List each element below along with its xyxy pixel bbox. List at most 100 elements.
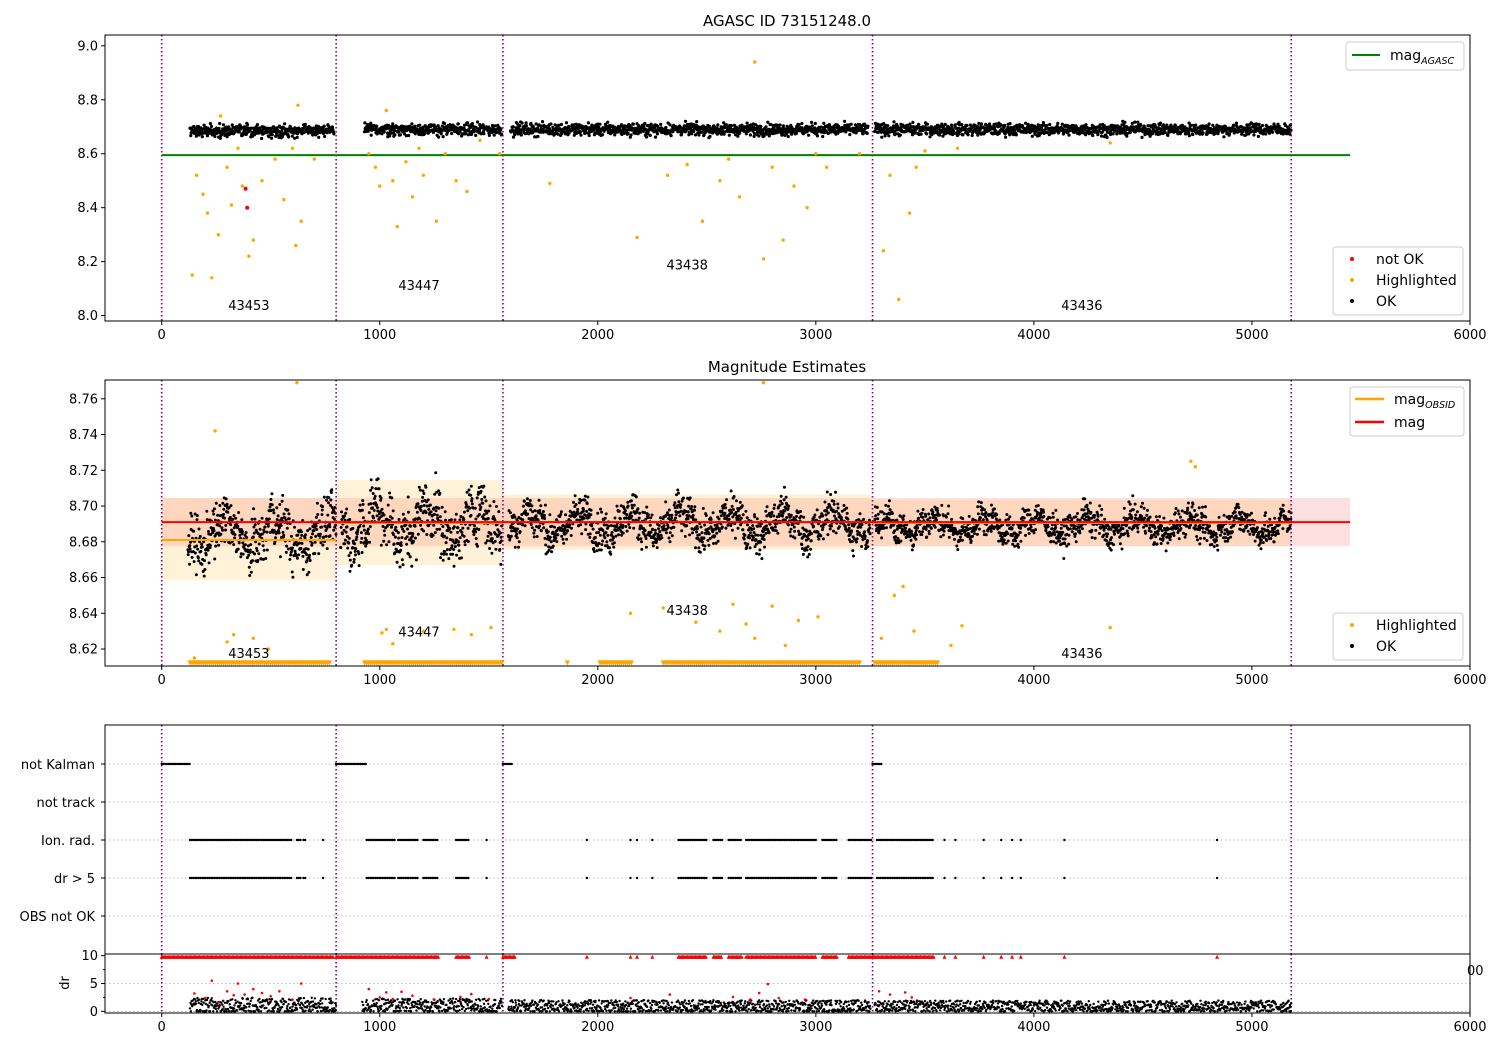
ok-point	[233, 533, 237, 537]
ok-point	[352, 560, 356, 564]
ok-point	[653, 135, 658, 139]
ok-point	[543, 536, 547, 540]
ok-point	[686, 510, 690, 514]
ok-point	[628, 526, 632, 530]
ok-point	[290, 534, 293, 538]
ok-point	[837, 512, 841, 516]
ok-point	[237, 541, 241, 545]
highlighted-point	[792, 184, 796, 188]
ok-point	[772, 514, 776, 518]
ok-point	[757, 134, 761, 138]
ok-point	[667, 508, 671, 512]
ok-point	[190, 514, 194, 518]
ok-point	[498, 531, 502, 535]
ok-point	[553, 123, 557, 127]
highlighted-point	[907, 211, 912, 215]
ok-point	[1008, 122, 1012, 126]
ok-point	[346, 546, 350, 550]
ok-point	[789, 513, 793, 517]
ok-point	[685, 524, 689, 528]
ok-point	[328, 525, 332, 529]
ok-point	[330, 125, 334, 129]
ok-point	[1166, 133, 1170, 137]
ok-point	[437, 506, 441, 510]
ok-point	[297, 541, 301, 545]
ok-point	[552, 127, 556, 131]
ok-point	[461, 526, 465, 530]
ok-point	[649, 530, 653, 534]
ok-point	[212, 529, 216, 533]
ok-point	[541, 510, 545, 513]
ok-point	[457, 540, 461, 544]
ok-point	[1264, 132, 1268, 136]
y-tick-label: 8.6	[77, 147, 98, 162]
ok-point	[584, 522, 588, 526]
ok-point	[957, 132, 961, 136]
ok-point	[265, 530, 269, 534]
ok-point	[677, 500, 681, 504]
ok-point	[470, 132, 474, 136]
ok-point	[1108, 132, 1113, 137]
ok-point	[493, 539, 497, 543]
ok-point	[475, 496, 479, 500]
ok-point	[385, 524, 389, 528]
ok-point	[752, 531, 756, 534]
ok-point	[1142, 124, 1146, 128]
ok-point	[779, 510, 783, 514]
ok-point	[343, 518, 347, 522]
ok-point	[643, 511, 647, 515]
ok-point	[494, 532, 497, 536]
ok-point	[317, 552, 321, 556]
ok-point	[447, 557, 451, 561]
ok-point	[443, 510, 447, 514]
ok-point	[300, 533, 304, 537]
ok-point	[192, 529, 196, 533]
ok-point	[686, 127, 690, 131]
ok-point	[205, 518, 209, 522]
ok-point	[403, 517, 407, 521]
ok-point	[648, 133, 652, 137]
ok-point	[659, 533, 663, 537]
ok-point	[832, 499, 836, 503]
ok-point	[375, 514, 379, 518]
ok-point	[624, 525, 628, 528]
ok-point	[683, 119, 688, 123]
ok-point	[293, 525, 296, 529]
ok-point	[799, 510, 802, 513]
ok-point	[198, 534, 202, 538]
ok-point	[1111, 132, 1115, 136]
ok-point	[303, 122, 307, 126]
ok-point	[847, 523, 851, 527]
highlighted-point	[443, 152, 447, 156]
ok-point	[209, 526, 213, 530]
ok-point	[230, 528, 234, 532]
ok-point	[387, 540, 391, 544]
ok-point	[348, 569, 352, 573]
ok-point	[315, 132, 319, 136]
ok-point	[769, 123, 773, 127]
ok-point	[566, 529, 570, 533]
highlighted-point	[888, 173, 892, 177]
ok-point	[224, 528, 227, 532]
ok-point	[228, 515, 232, 519]
x-tick-label: 6000	[1453, 328, 1486, 343]
ok-point	[582, 508, 586, 511]
ok-point	[307, 556, 311, 560]
ok-point	[842, 504, 846, 507]
ok-point	[270, 503, 274, 507]
ok-point	[717, 517, 721, 521]
ok-point	[757, 552, 761, 556]
ok-point	[481, 123, 485, 127]
ok-point	[401, 512, 405, 516]
ok-point	[419, 504, 423, 508]
ok-point	[701, 506, 705, 510]
ok-point	[580, 532, 584, 536]
ok-point	[734, 511, 738, 514]
ok-point	[318, 534, 322, 538]
x-tick-label: 0	[158, 328, 166, 343]
ok-point	[341, 532, 344, 536]
ok-point	[227, 506, 231, 510]
legend-label: Highlighted	[1376, 273, 1457, 289]
ok-point	[270, 136, 274, 140]
